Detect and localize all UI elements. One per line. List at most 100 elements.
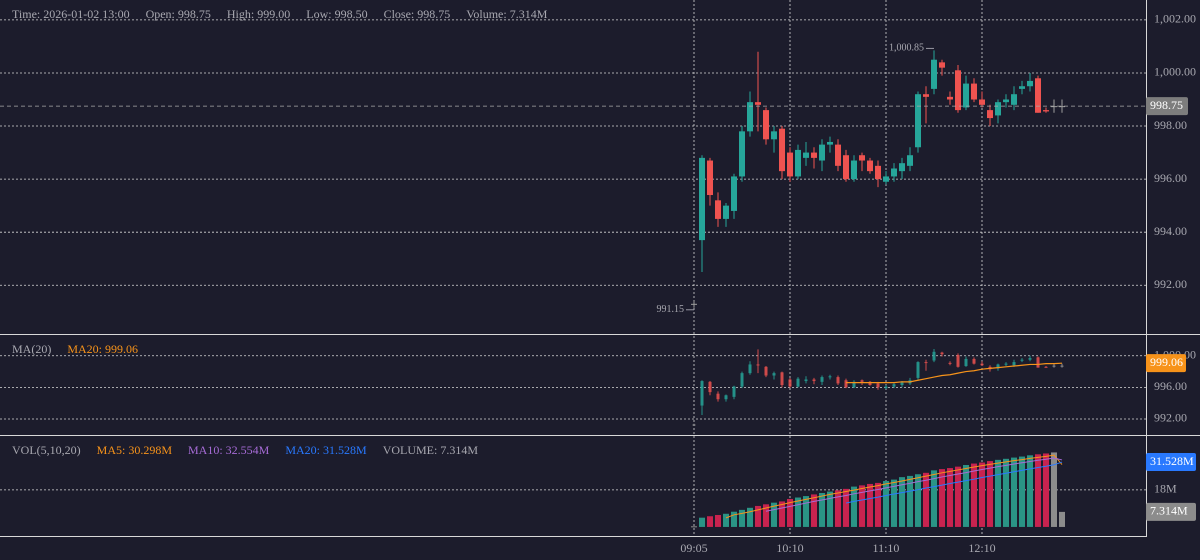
candle-body	[963, 83, 969, 108]
candle-body	[996, 364, 1000, 369]
volume-bar	[1059, 511, 1065, 527]
candle-body	[724, 395, 728, 400]
volume-bar	[867, 483, 873, 527]
candle-body	[892, 384, 896, 387]
candle-body	[883, 176, 889, 182]
candle-body	[891, 168, 897, 177]
y-tick-label: 998.00	[1154, 118, 1187, 132]
candle-body	[843, 155, 849, 180]
candle-body	[828, 376, 832, 378]
volume-bar	[819, 492, 825, 527]
candle-body	[796, 378, 800, 387]
volume-label: VOLUME: 7.314M	[383, 443, 479, 457]
candle-body	[940, 352, 944, 355]
volume-bar	[899, 477, 905, 527]
extreme-label: 991.15	[657, 304, 685, 315]
candle-body	[851, 160, 857, 180]
candle-body	[923, 94, 929, 97]
candle-body	[740, 373, 744, 387]
volume-tag-text: 7.314M	[1150, 504, 1188, 518]
panel-title: VOL(5,10,20)	[12, 443, 81, 457]
last-price-tag: 998.75	[1146, 97, 1188, 116]
candle-body	[1019, 86, 1025, 89]
volume-bar	[763, 504, 769, 527]
candle-body	[899, 163, 905, 172]
candle-body	[1011, 94, 1017, 105]
last-price-tag-text: 998.75	[1150, 98, 1183, 112]
volume-bar	[947, 468, 953, 527]
candle-body	[1044, 366, 1048, 368]
volume-bar	[859, 485, 865, 527]
legend-entry: MA10: 32.554M	[188, 443, 270, 457]
volume-tag-box	[1146, 502, 1196, 521]
candle-body	[739, 131, 745, 177]
candle-body	[907, 155, 913, 166]
panel-title: MA(20)	[12, 342, 51, 356]
info-item: Time: 2026-01-02 13:00	[12, 7, 130, 21]
info-item: Volume: 7.314M	[466, 7, 547, 21]
candle-body	[699, 157, 705, 241]
volume-bar	[723, 513, 729, 527]
candle-body	[691, 303, 697, 305]
volume-bar	[1019, 456, 1025, 527]
candle-body	[956, 354, 960, 367]
info-item: High: 999.00	[227, 7, 290, 21]
candle-body	[835, 144, 841, 166]
candle-body	[1043, 110, 1049, 112]
y-tick-label: 18M	[1154, 482, 1177, 496]
candle-body	[820, 377, 824, 382]
candle-body	[755, 102, 761, 105]
candle-body	[875, 165, 881, 180]
candle-body	[1052, 365, 1056, 367]
mini-candles	[692, 349, 1064, 426]
volume-bar	[803, 496, 809, 527]
candle-body	[836, 377, 840, 384]
volume-bar	[779, 501, 785, 527]
candle-body	[795, 149, 801, 177]
volume-bar	[1011, 457, 1017, 527]
volume-bar	[915, 474, 921, 527]
volume-tag: 31.528M	[1146, 453, 1196, 472]
legend: MA(20) MA20: 999.06	[12, 342, 138, 356]
candle-body	[715, 200, 721, 219]
x-tick-label: 10:10	[776, 541, 803, 555]
candle-body	[707, 160, 713, 196]
y-tick-label: 1,000.00	[1154, 65, 1196, 79]
volume-bar	[755, 505, 761, 527]
y-tick-label: 996.00	[1154, 379, 1187, 393]
candle-body	[948, 362, 952, 364]
candle-body	[780, 372, 784, 385]
legend-entry: MA20: 31.528M	[285, 443, 367, 457]
candle-body	[900, 382, 904, 385]
candle-body	[1020, 359, 1024, 361]
candle-body	[779, 128, 785, 172]
volume-bar	[1051, 452, 1057, 527]
volume-bar	[931, 470, 937, 527]
candle-body	[884, 386, 888, 389]
ma-line	[845, 461, 1063, 504]
candle-body	[1028, 358, 1032, 360]
candle-body	[852, 381, 856, 388]
candle-body	[700, 381, 704, 406]
candle-body	[1004, 363, 1008, 365]
y-tick-label: 992.00	[1154, 411, 1187, 425]
volume-bar	[883, 481, 889, 527]
volume-bar	[907, 475, 913, 527]
volume-bar	[739, 509, 745, 527]
candle-body	[764, 366, 768, 376]
candle-body	[787, 152, 793, 177]
volume-bar	[731, 511, 737, 527]
candle-body	[931, 59, 937, 89]
volume-bar	[707, 516, 713, 527]
candle-body	[763, 110, 769, 140]
candle-body	[971, 83, 977, 100]
volume-bar	[971, 463, 977, 527]
volume-bar	[715, 515, 721, 527]
volume-bar	[891, 479, 897, 527]
candle-body	[771, 131, 777, 140]
last-value-tag: 999.06	[1146, 354, 1186, 373]
y-tick-label: 994.00	[1154, 224, 1187, 238]
y-tick-label: 1,002.00	[1154, 12, 1196, 26]
candle-body	[716, 393, 720, 400]
y-tick-label: 992.00	[1154, 277, 1187, 291]
